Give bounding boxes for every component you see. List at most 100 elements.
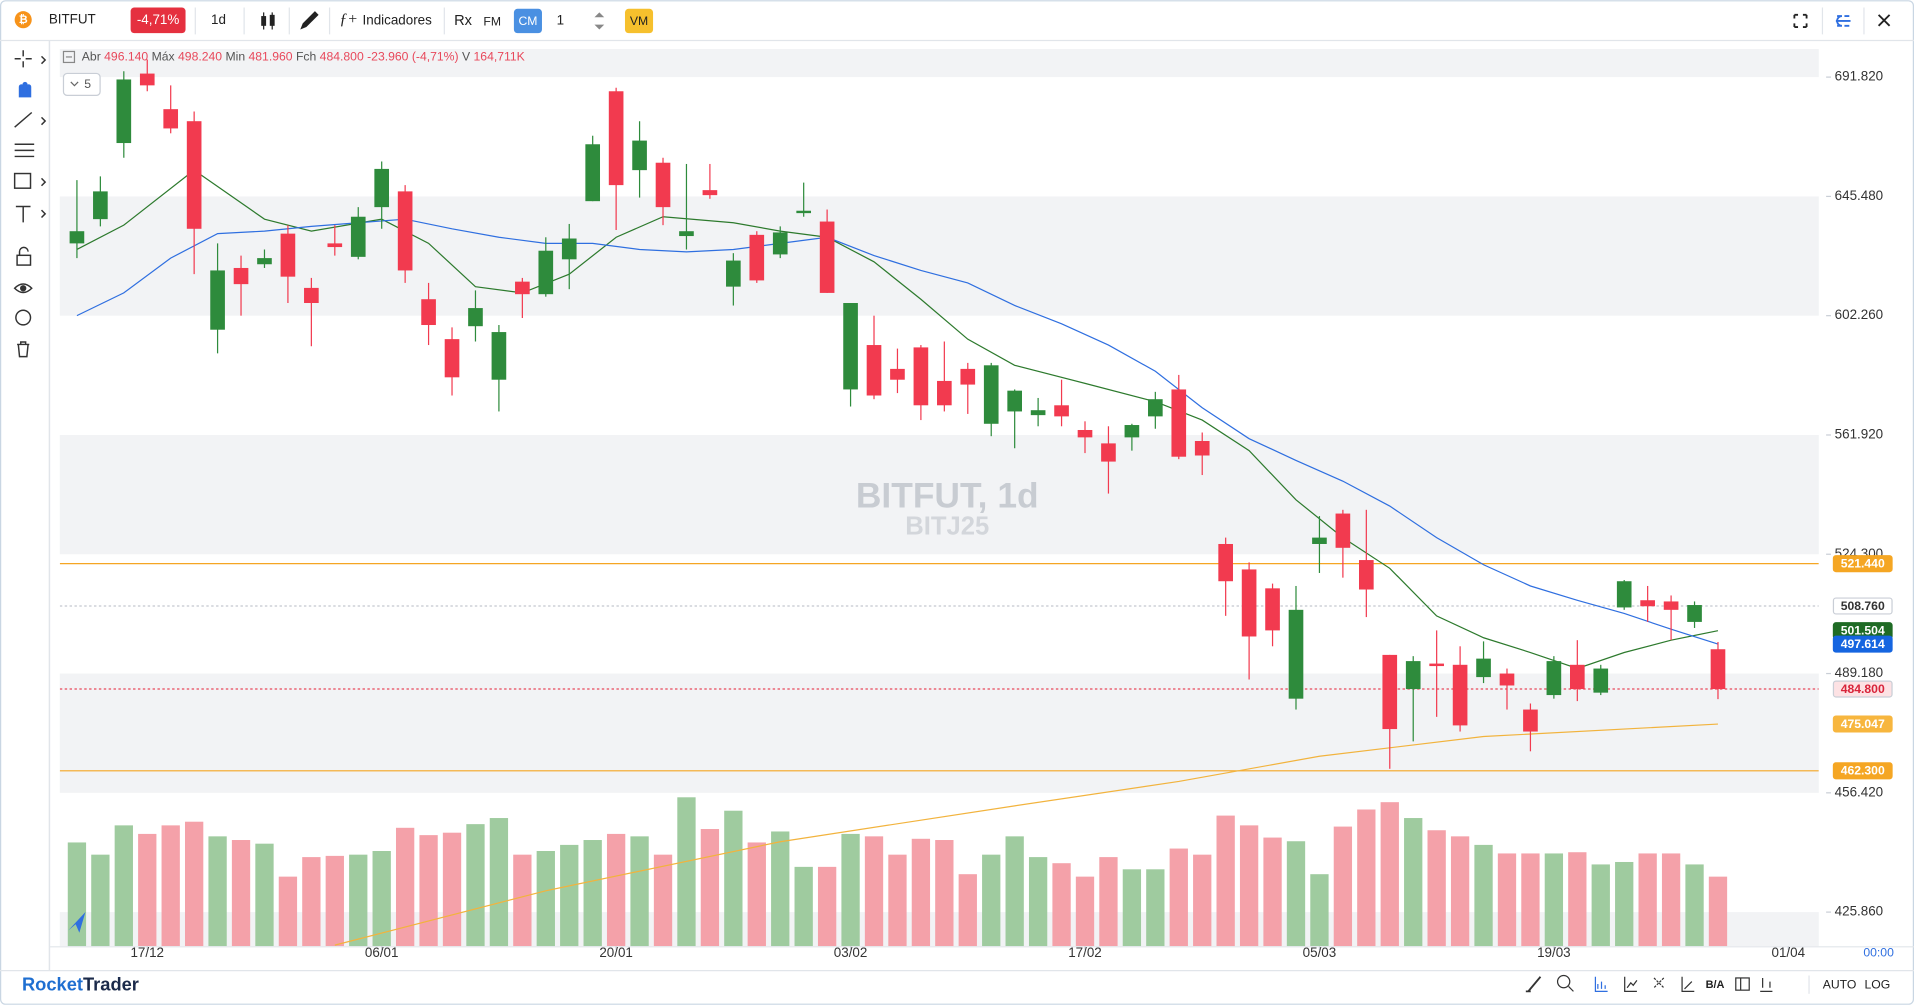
candle-body [726,260,741,287]
link-button[interactable] [1835,15,1851,27]
ohlc-legend: Abr 496.140 Máx 498.240 Min 481.960 Fch … [82,50,525,64]
volume-bar [1497,853,1517,947]
zoom-button[interactable] [1556,974,1571,989]
auto-button[interactable]: AUTO [1823,977,1857,991]
candle-body [304,287,319,304]
pan-tool[interactable] [18,81,32,98]
expand-arrow[interactable] [40,177,47,187]
x-tick-label: 05/03 [1303,945,1337,960]
volume-bar [606,833,626,947]
candle-body [913,347,929,406]
eye-pupil [20,285,27,292]
expand-arrow[interactable] [40,116,47,126]
volume-button[interactable] [1594,976,1608,992]
ruler-button[interactable] [1525,976,1542,993]
candle-body [444,339,460,378]
vm-button[interactable]: VM [630,14,648,28]
price-tag-label: 501.504 [1841,624,1885,638]
fm-button[interactable]: FM [483,14,501,28]
change-badge [130,7,186,34]
close-button[interactable] [1877,14,1891,27]
lock-tool[interactable] [16,254,32,266]
volume-bar [442,832,462,947]
candle-body [1007,390,1022,412]
price-tag [1832,680,1893,698]
candle-body [866,345,882,396]
chart-type-button[interactable] [261,12,275,30]
volume-bar [1333,826,1353,947]
volume-bar [302,857,321,947]
expand-arrow[interactable] [40,209,47,218]
help-tool[interactable] [15,309,32,326]
candle-body [585,144,601,202]
candle-body [1194,440,1210,456]
candle-body [1077,429,1093,438]
candle-body [608,91,624,186]
candle-body [421,299,436,326]
volume-bar [1357,809,1376,947]
log-button[interactable]: LOG [1865,977,1891,991]
indicators-icon: ƒ+ [339,11,358,28]
indicators-button[interactable]: Indicadores [363,12,433,27]
price-band [59,49,1819,78]
legend-value: 496.140 [104,50,148,64]
volume-bar [1685,864,1704,947]
shape-tool[interactable] [13,172,32,189]
legend-label: Máx [152,50,175,64]
x-tick-label: 01/04 [1772,945,1806,960]
collapse-box[interactable] [62,50,76,64]
ba-button[interactable]: B/A [1706,979,1725,991]
panel-button[interactable] [1735,977,1750,991]
scale-button[interactable] [1681,976,1695,992]
line-chart-button[interactable] [1624,976,1638,992]
volume-bar [536,850,555,947]
legend-change: -23.960 (-4,71%) [367,50,458,64]
delete-tool[interactable] [17,341,30,358]
top-toolbar: ₿ BITFUT -4,71% 1d ƒ+ Indicadores Rx FM … [0,7,1914,42]
vm-badge [624,8,654,34]
candle-body [397,191,413,271]
crosshair-tool[interactable] [14,50,32,68]
candle-body [890,368,905,380]
candle-body [233,267,249,285]
period-dropdown[interactable] [62,72,101,97]
draw-button[interactable] [300,11,319,30]
candle-body [280,233,296,277]
quantity-input[interactable]: 1 [557,12,564,27]
candle-body [350,216,366,257]
cm-button[interactable]: CM [518,14,537,28]
x-tick-label: 03/02 [834,945,868,960]
fib-tool[interactable] [14,143,35,158]
expand-arrow[interactable] [40,55,47,65]
crosshair-toggle[interactable] [1653,977,1665,989]
quantity-spinner[interactable] [594,12,605,30]
volume-bar [278,876,298,947]
dropdown-arrow [70,81,79,87]
brand: RocketTrader [22,973,139,994]
interval-button[interactable]: 1d [211,12,226,27]
navigate-button[interactable] [68,912,86,933]
rx-button[interactable]: Rx [454,13,473,29]
candle-body [1616,581,1632,608]
price-band [59,196,1819,316]
volume-bar [1661,853,1681,947]
text-tool[interactable] [15,205,31,223]
footer: RocketTrader B/A AUTO LOG [0,970,1914,994]
line-tool[interactable] [14,111,33,128]
lock-shackle [18,246,29,256]
cm-badge [513,8,542,34]
candle-body [515,281,530,295]
visibility-tool[interactable] [13,283,33,294]
volume-bar [794,866,813,947]
candle-body [1030,410,1046,416]
candle-body [1499,673,1515,686]
volume-bar [489,818,509,947]
price-band [59,673,1819,793]
volume-bar [1052,863,1071,947]
bars-button[interactable] [1760,977,1773,992]
y-tick-label: 489.180 [1835,665,1883,680]
volume-bar [349,854,368,947]
volume-bar [817,866,837,947]
fullscreen-button[interactable] [1793,13,1808,28]
symbol[interactable]: BITFUT [49,11,96,26]
